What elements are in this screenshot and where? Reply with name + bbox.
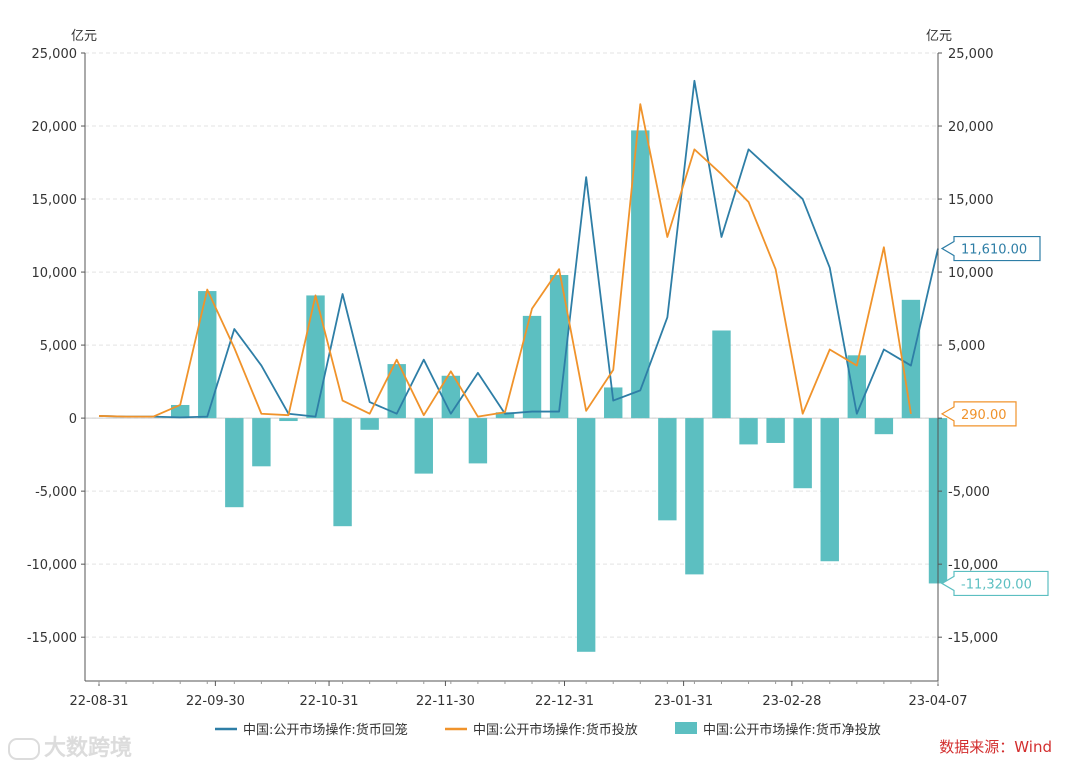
- axis-layer: 25,000 25,000 20,000 20,000 15,000 15,000 10,0…: [27, 29, 998, 709]
- legend-item: 中国:公开市场操作:货币回笼: [215, 722, 408, 738]
- y-tick-label-right: -5,000: [948, 485, 990, 500]
- bar-net-injection: [576, 418, 596, 652]
- bar-net-injection: [306, 295, 325, 419]
- bar-net-injection: [279, 418, 298, 422]
- bar-net-injection: [198, 291, 217, 419]
- end-label: 11,610.00: [940, 235, 1041, 262]
- bar-net-injection: [901, 299, 921, 419]
- line-injection: [98, 103, 912, 418]
- y-unit-right: 亿元: [926, 29, 952, 44]
- y-tick-label-right: 5,000: [948, 339, 985, 354]
- bar-net-injection: [252, 418, 271, 467]
- x-tick-label: 22-09-30: [186, 694, 245, 709]
- x-tick-label: 22-11-30: [416, 694, 475, 709]
- bar-net-injection: [360, 418, 379, 430]
- watermark-logo-icon: [8, 738, 40, 760]
- y-tick-label-left: -5,000: [35, 485, 77, 500]
- x-tick-label: 22-10-31: [300, 694, 359, 709]
- y-tick-label-left: 10,000: [32, 266, 78, 281]
- y-tick-label-left: -10,000: [27, 558, 77, 573]
- y-tick-label-right: -15,000: [948, 631, 998, 646]
- bar-net-injection: [333, 418, 352, 527]
- y-tick-label-right: 25,000: [948, 47, 994, 62]
- end-label: -11,320.00: [940, 570, 1049, 597]
- y-tick-label-left: 0: [69, 412, 77, 427]
- y-tick-label-left: -15,000: [27, 631, 77, 646]
- bar-net-injection: [739, 418, 758, 445]
- bar-net-injection: [793, 418, 812, 489]
- x-tick-label: 23-02-28: [762, 694, 821, 709]
- bar-net-injection: [495, 412, 515, 419]
- legend-label: 中国:公开市场操作:货币回笼: [243, 722, 408, 738]
- bar-net-injection: [225, 418, 244, 508]
- bar-net-injection: [468, 418, 488, 464]
- bar-net-injection: [712, 330, 731, 419]
- bar-net-injection: [685, 418, 704, 575]
- bar-layer: [170, 130, 948, 652]
- bar-net-injection: [766, 418, 785, 443]
- legend-layer: 中国:公开市场操作:货币回笼 中国:公开市场操作:货币投放 中国:公开市场操作:货币…: [215, 722, 881, 738]
- watermark-text: 大数跨境: [44, 736, 133, 761]
- legend-swatch-bar: [675, 722, 697, 734]
- legend-item: 中国:公开市场操作:货币净投放: [675, 722, 881, 738]
- bar-net-injection: [170, 404, 190, 419]
- bar-net-injection: [549, 274, 569, 419]
- y-tick-label-left: 20,000: [32, 120, 78, 135]
- data-source-note: 数据来源：Wind: [939, 738, 1052, 756]
- x-tick-label: 23-01-31: [654, 694, 713, 709]
- bar-net-injection: [631, 130, 650, 419]
- x-tick-label: 22-08-31: [69, 694, 128, 709]
- label-layer: 11,610.00 290.00 -11,320.00: [940, 235, 1049, 597]
- bar-net-injection: [820, 418, 839, 562]
- bar-net-injection: [414, 418, 433, 474]
- legend-item: 中国:公开市场操作:货币投放: [445, 722, 638, 738]
- end-label-box: [940, 401, 1017, 427]
- bar-net-injection: [874, 418, 894, 435]
- y-tick-label-left: 5,000: [40, 339, 77, 354]
- y-tick-label-left: 25,000: [32, 47, 78, 62]
- bar-net-injection: [658, 418, 677, 521]
- y-tick-label-right: 15,000: [948, 193, 994, 208]
- bar-net-injection: [522, 315, 542, 419]
- line-withdrawal: [98, 79, 939, 419]
- watermark: 大数跨境: [8, 730, 132, 762]
- end-label-text: 290.00: [961, 408, 1007, 423]
- line-layer: [98, 79, 939, 419]
- end-label: 290.00: [940, 401, 1017, 427]
- end-label-box: [940, 570, 1049, 597]
- x-tick-label: 22-12-31: [535, 694, 594, 709]
- legend-label: 中国:公开市场操作:货币净投放: [703, 722, 881, 738]
- bar-net-injection: [604, 387, 623, 419]
- legend-label: 中国:公开市场操作:货币投放: [473, 722, 638, 738]
- y-tick-label-right: 10,000: [948, 266, 994, 281]
- y-tick-label-right: 20,000: [948, 120, 994, 135]
- x-tick-label: 23-04-07: [908, 694, 967, 709]
- end-label-box: [940, 235, 1041, 262]
- y-tick-label-left: 15,000: [32, 193, 78, 208]
- end-label-text: -11,320.00: [961, 577, 1032, 592]
- end-label-text: 11,610.00: [961, 243, 1027, 258]
- y-unit-left: 亿元: [71, 29, 97, 44]
- y-tick-label-right: -10,000: [948, 558, 998, 573]
